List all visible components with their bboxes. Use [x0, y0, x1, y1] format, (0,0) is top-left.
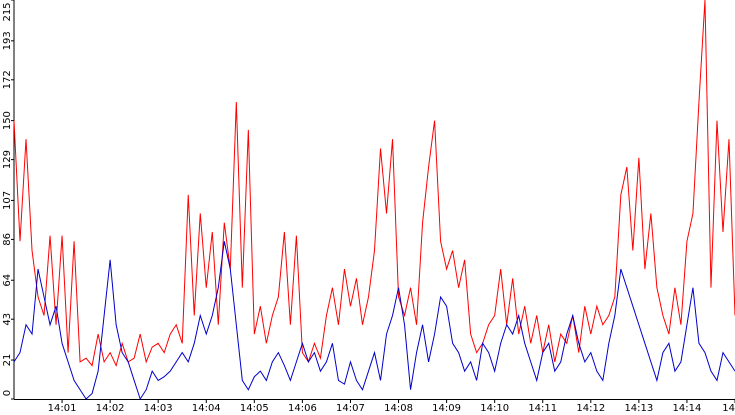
x-tick-label: 14:06 — [288, 403, 317, 414]
x-tick-label: 14 — [722, 403, 735, 414]
x-tick-label: 14:09 — [432, 403, 461, 414]
y-tick-label: 172 — [2, 70, 13, 89]
y-tick-label: 107 — [2, 191, 13, 210]
x-tick-label: 14:03 — [144, 403, 173, 414]
y-tick-label: 193 — [2, 31, 13, 50]
x-tick-label: 14:08 — [384, 403, 413, 414]
y-tick-label: 215 — [2, 2, 13, 21]
y-tick-label: 64 — [2, 274, 13, 287]
x-tick-label: 14:04 — [192, 403, 221, 414]
x-tick-label: 14:02 — [96, 403, 125, 414]
y-tick-label: 43 — [2, 313, 13, 326]
x-tick-label: 14:01 — [48, 403, 77, 414]
x-tick-label: 14:07 — [336, 403, 365, 414]
x-tick-label: 14:05 — [240, 403, 269, 414]
y-tick-label: 21 — [2, 354, 13, 367]
series-line — [13, 0, 735, 368]
y-tick-label: 150 — [2, 111, 13, 130]
y-tick-label: 0 — [2, 390, 13, 396]
x-tick-label: 14:10 — [480, 403, 509, 414]
x-tick-label: 14:14 — [673, 403, 702, 414]
x-tick-label: 14:12 — [576, 403, 605, 414]
y-tick-label: 129 — [2, 150, 13, 169]
x-tick-label: 14:13 — [624, 403, 653, 414]
series-line — [13, 241, 735, 401]
y-tick-label: 86 — [2, 233, 13, 246]
x-tick-label: 14:11 — [528, 403, 557, 414]
